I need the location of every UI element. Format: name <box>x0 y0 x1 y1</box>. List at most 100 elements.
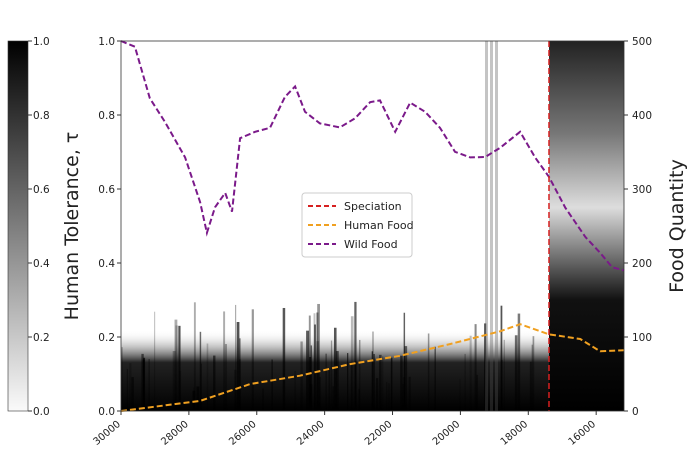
heatmap-streak <box>495 41 498 411</box>
heatmap-post-speciation <box>548 41 624 411</box>
y-tick-label-right: 200 <box>632 258 652 270</box>
x-tick-label: 20000 <box>431 419 462 448</box>
x-tick-label: 16000 <box>567 419 598 448</box>
heatmap-streak <box>408 376 411 411</box>
heatmap-streak <box>193 302 196 411</box>
heatmap-streak <box>434 346 436 411</box>
heatmap-streak <box>390 357 393 411</box>
x-tick-label: 30000 <box>91 419 122 448</box>
heatmap-streak <box>235 304 237 411</box>
heatmap-streak <box>309 357 312 411</box>
heatmap-streak <box>503 339 505 411</box>
heatmap-streak <box>464 353 466 411</box>
x-tick-label: 28000 <box>159 419 190 448</box>
wild-food-line <box>120 40 625 272</box>
y-tick-label-left: 0.8 <box>98 110 115 122</box>
heatmap-streak <box>474 324 477 411</box>
heatmap-streak <box>251 309 254 411</box>
heatmap-streak <box>371 351 373 411</box>
y-tick-label-left: 0.6 <box>98 184 115 196</box>
heatmap-streak <box>400 355 403 411</box>
x-tick-label: 22000 <box>363 419 394 448</box>
heatmap-streak <box>224 344 228 411</box>
heatmap-streak <box>382 356 384 411</box>
heatmap-streak <box>309 384 313 411</box>
heatmap-streak <box>316 312 319 411</box>
heatmap-streak <box>354 301 357 411</box>
legend-label-speciation: Speciation <box>344 200 402 213</box>
heatmap-streak <box>172 351 176 411</box>
heatmap-streak <box>310 345 312 411</box>
colorbar-tick-label: 0.6 <box>33 184 50 196</box>
heatmap-streak <box>490 41 493 411</box>
heatmap-streak <box>514 335 518 411</box>
heatmap-streak <box>386 382 388 411</box>
heatmap-streak <box>532 336 535 411</box>
y-tick-label-left: 0.0 <box>98 406 115 418</box>
heatmap-streak <box>121 347 123 411</box>
heatmap-streak <box>529 361 532 411</box>
heatmap-streak <box>319 376 322 411</box>
heatmap-streak <box>484 323 487 411</box>
y-tick-label-left: 1.0 <box>98 36 115 48</box>
heatmap-streak <box>459 378 461 411</box>
colorbar-tick-label: 0.2 <box>33 332 50 344</box>
heatmap-streak <box>141 353 144 411</box>
heatmap-streak <box>501 359 503 411</box>
y-tick-label-right: 500 <box>632 36 652 48</box>
colorbar-tick-label: 1.0 <box>33 36 50 48</box>
heatmap-streak <box>330 340 333 411</box>
heatmap-streak <box>199 331 202 411</box>
heatmap-streak <box>223 311 226 411</box>
heatmap-streak <box>332 386 334 411</box>
heatmap-streak <box>371 331 374 411</box>
heatmap-streak <box>206 343 209 411</box>
heatmap-streak <box>129 363 132 411</box>
heatmap-streak <box>335 351 339 411</box>
y-tick-label-right: 100 <box>632 332 652 344</box>
right-axis-label: Food Quantity <box>666 159 688 293</box>
y-tick-label-right: 400 <box>632 110 652 122</box>
heatmap-streak <box>402 384 405 411</box>
colorbar-tick-label: 0.8 <box>33 110 50 122</box>
heatmap-streak <box>317 303 320 411</box>
heatmap-streak <box>333 327 337 411</box>
heatmap-streak <box>476 374 479 411</box>
heatmap-streak <box>347 353 349 411</box>
heatmap-streak <box>500 305 503 411</box>
heatmap-streak <box>262 388 264 411</box>
heatmap-streak <box>174 319 178 411</box>
y-tick-label-right: 300 <box>632 184 652 196</box>
heatmap-streak <box>306 330 310 411</box>
y-tick-label-left: 0.4 <box>98 258 115 270</box>
heatmap-streak <box>236 322 240 411</box>
heatmap-streak <box>213 355 216 411</box>
legend-label-human-food: Human Food <box>344 219 414 232</box>
heatmap-streak <box>131 377 134 411</box>
heatmap-streak <box>178 325 181 411</box>
plot-frame <box>120 40 625 412</box>
left-axis-label: Human Tolerance, τ <box>61 132 83 321</box>
heatmap-streak <box>200 363 202 411</box>
heatmap-streak <box>175 325 179 411</box>
colorbar <box>7 40 29 412</box>
heatmap-streak <box>328 368 331 411</box>
heatmap-streak <box>313 313 316 411</box>
heatmap-streak <box>427 333 430 411</box>
colorbar-tick-label: 0.0 <box>33 406 50 418</box>
heatmap-streak <box>154 311 156 411</box>
heatmap-streak <box>239 338 241 411</box>
heatmap-streak <box>379 354 382 411</box>
heatmap-streak <box>388 383 390 411</box>
heatmap-streak <box>359 339 361 411</box>
heatmap-streak <box>271 359 273 411</box>
heatmap-streak <box>517 313 521 411</box>
heatmap-streak <box>196 386 200 411</box>
heatmap-streak <box>294 370 297 411</box>
heatmap-streak <box>316 341 320 411</box>
heatmap-streak <box>142 359 145 411</box>
heatmap-streak <box>469 335 472 411</box>
x-tick-label: 18000 <box>499 419 530 448</box>
heatmap-streak <box>404 346 408 411</box>
